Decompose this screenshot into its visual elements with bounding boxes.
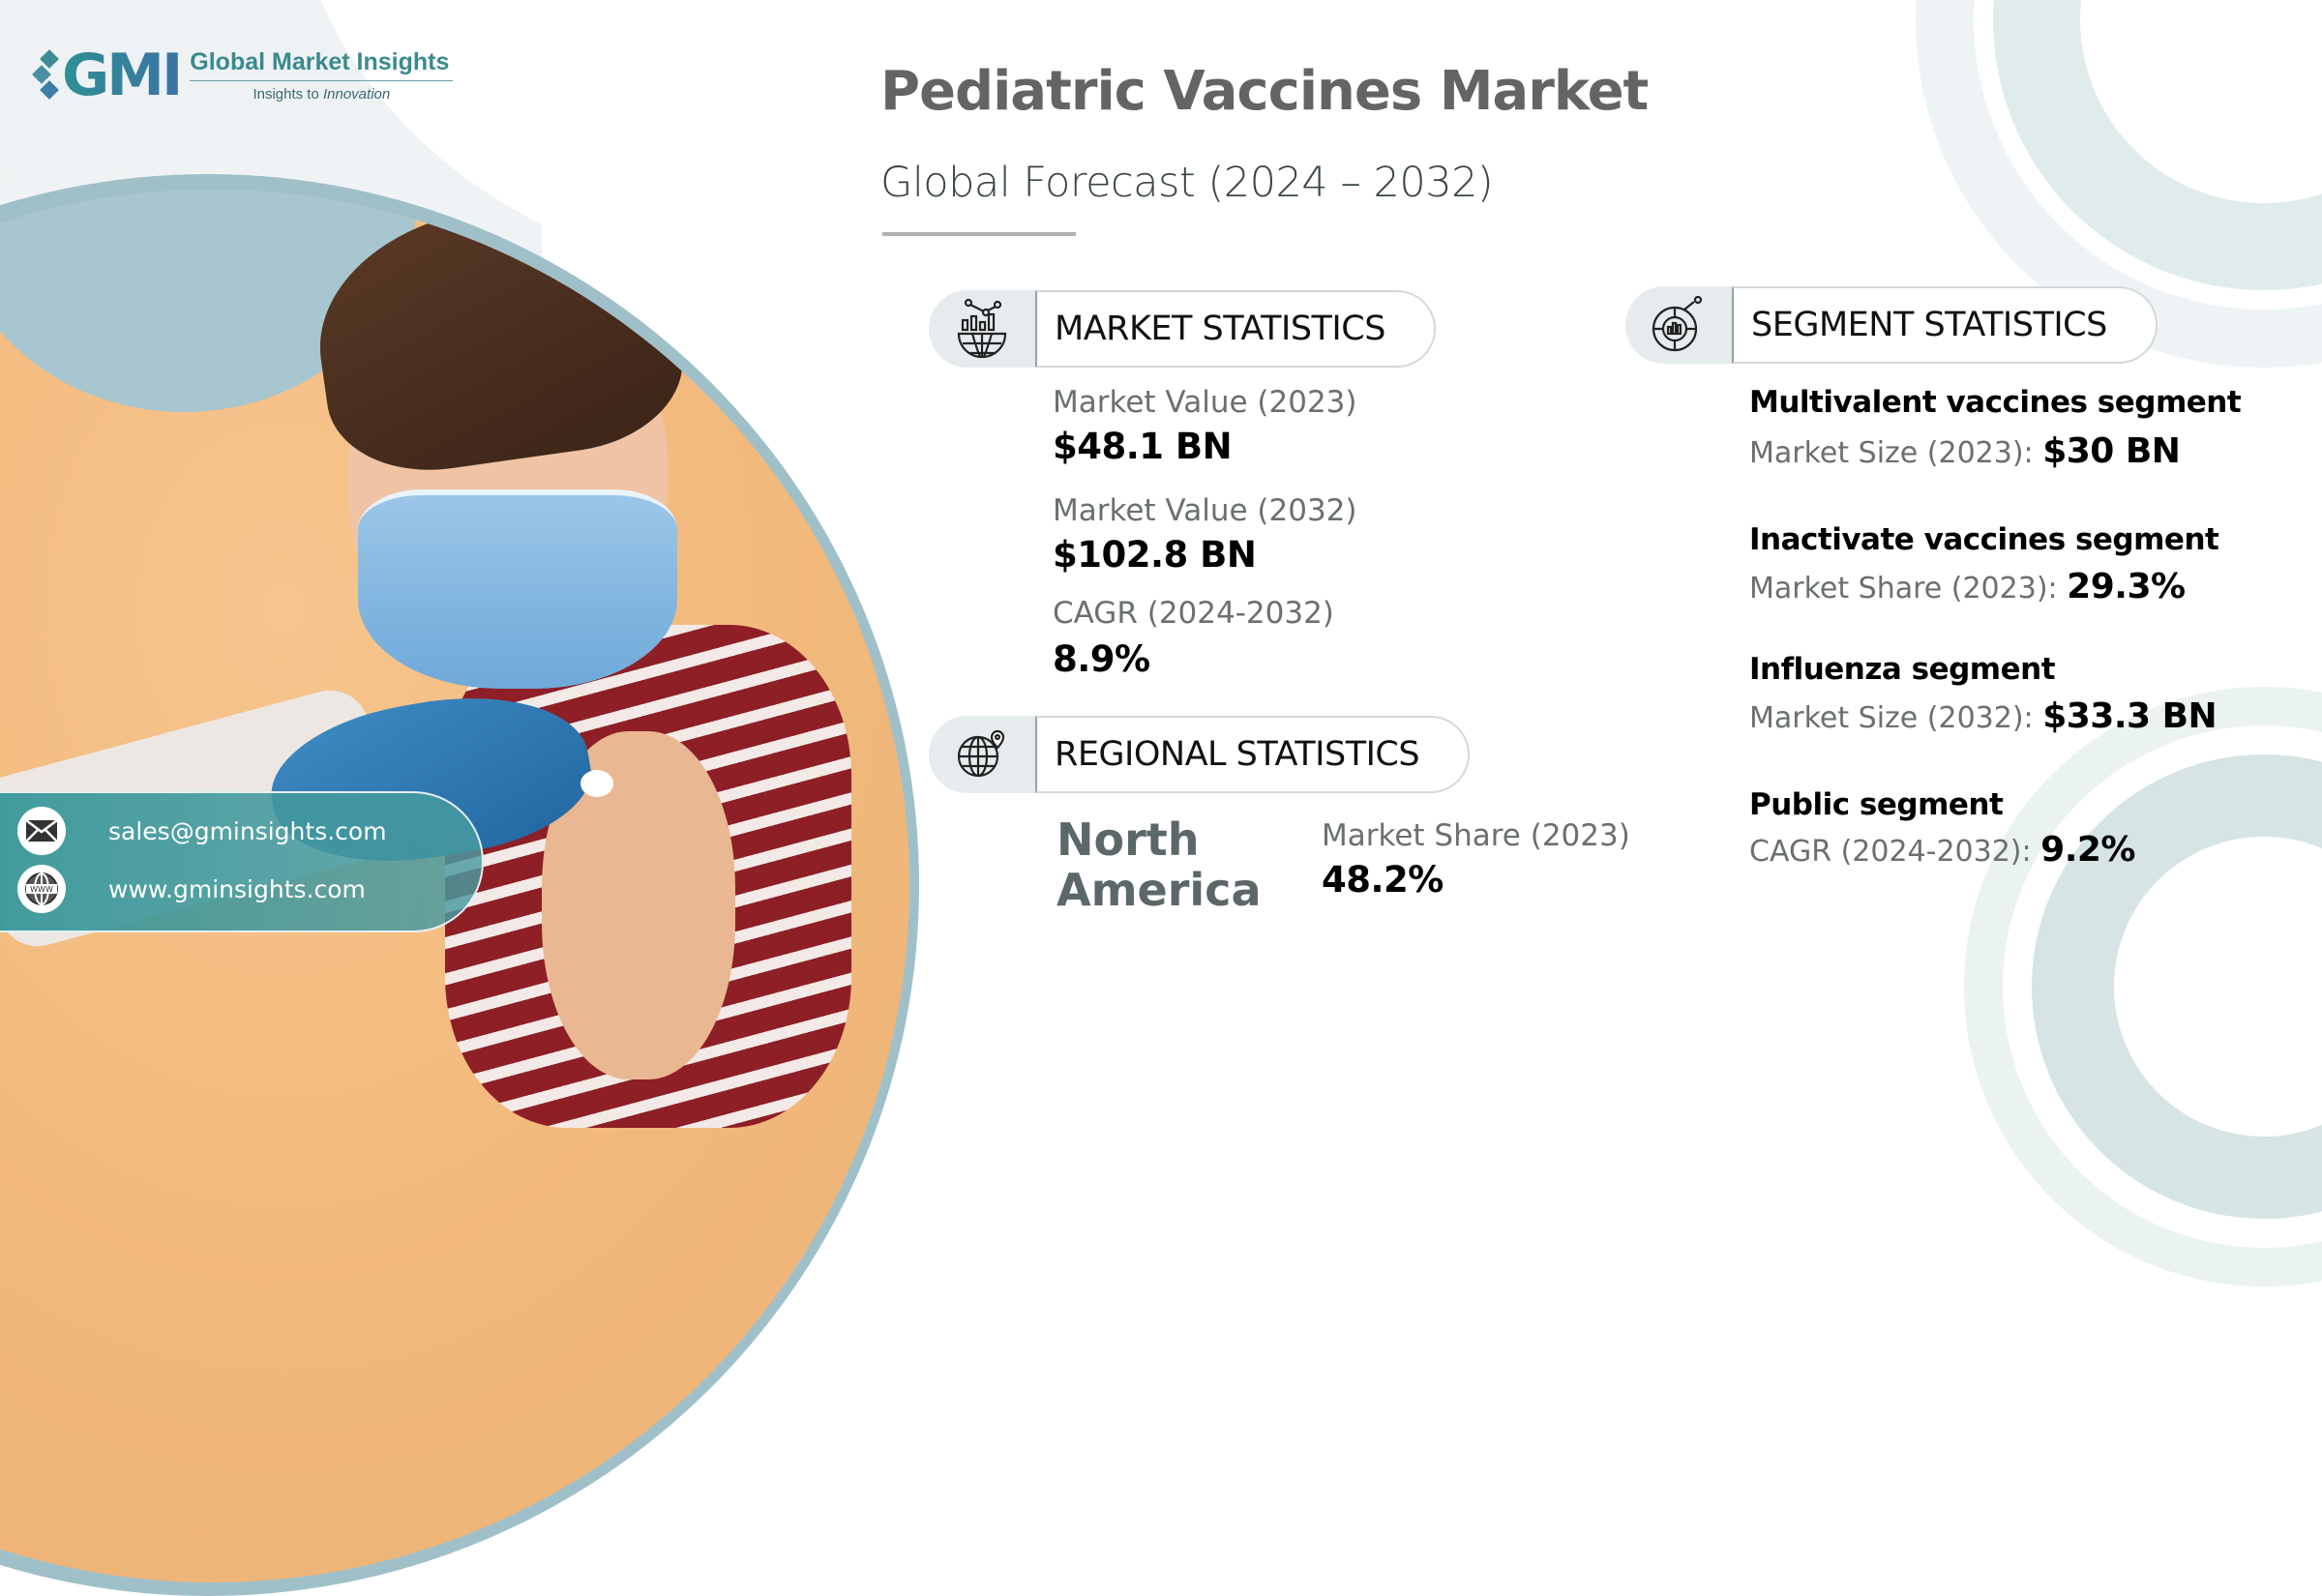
contact-panel: sales@gminsights.com WWW www.gminsights.…: [0, 791, 484, 932]
segment-metric-public: CAGR (2024-2032): 9.2%: [1749, 830, 2135, 870]
cagr-value: 8.9%: [1053, 638, 1150, 680]
market-value-2032-label: Market Value (2032): [1053, 493, 1357, 528]
segment-title-inactivate: Inactivate vaccines segment: [1749, 522, 2219, 557]
cagr-label: CAGR (2024-2032): [1053, 596, 1334, 631]
website-link[interactable]: www.gminsights.com: [108, 874, 366, 903]
segment-statistics-title: SEGMENT STATISTICS: [1732, 286, 2158, 364]
title-divider: [882, 232, 1076, 236]
email-link[interactable]: sales@gminsights.com: [108, 816, 387, 845]
segment-title-public: Public segment: [1749, 787, 2004, 822]
contact-website[interactable]: WWW www.gminsights.com: [17, 865, 366, 913]
contact-email[interactable]: sales@gminsights.com: [17, 807, 387, 855]
segment-title-multivalent: Multivalent vaccines segment: [1749, 385, 2242, 420]
segment-metric-inactivate: Market Share (2023): 29.3%: [1749, 567, 2186, 606]
segment-statistics-header: SEGMENT STATISTICS: [1625, 286, 2158, 364]
regional-market-share-value: 48.2%: [1322, 859, 1444, 901]
segment-title-influenza: Influenza segment: [1749, 652, 2056, 687]
gmi-logo[interactable]: GMI Global Market Insights Insights to I…: [32, 42, 454, 109]
globe-pin-icon: [929, 716, 1035, 793]
regional-statistics-title: REGIONAL STATISTICS: [1035, 716, 1471, 793]
segment-metric-multivalent: Market Size (2023): $30 BN: [1749, 431, 2181, 471]
regional-market-share-label: Market Share (2023): [1322, 818, 1630, 853]
regional-statistics-header: REGIONAL STATISTICS: [929, 716, 1471, 793]
market-value-2032: $102.8 BN: [1053, 534, 1257, 576]
svg-text:WWW: WWW: [30, 885, 53, 894]
market-value-2023-label: Market Value (2023): [1053, 385, 1357, 420]
www-globe-icon: WWW: [17, 865, 66, 913]
segment-chart-icon: [1625, 286, 1732, 364]
logo-name: Global Market Insights: [190, 48, 454, 81]
market-statistics-header: MARKET STATISTICS: [929, 290, 1436, 368]
segment-metric-influenza: Market Size (2032): $33.3 BN: [1749, 696, 2218, 736]
chart-globe-icon: [929, 290, 1035, 368]
logo-mark: GMI: [62, 42, 183, 109]
logo-diamonds-icon: [32, 48, 60, 103]
face-mask: [358, 489, 677, 689]
envelope-icon: [17, 807, 66, 855]
page-title: Pediatric Vaccines Market: [880, 60, 1649, 123]
cotton-swab: [580, 770, 613, 797]
page-subtitle: Global Forecast (2024 – 2032): [880, 159, 1494, 207]
region-name: North America: [1057, 813, 1262, 916]
logo-tagline: Insights to Innovation: [253, 86, 391, 103]
market-statistics-title: MARKET STATISTICS: [1035, 290, 1436, 368]
market-value-2023: $48.1 BN: [1053, 426, 1233, 467]
